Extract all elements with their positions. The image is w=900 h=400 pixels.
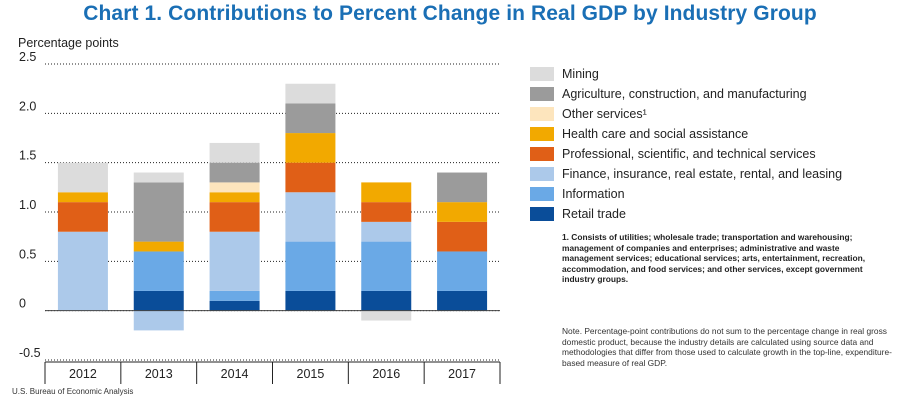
legend-label: Professional, scientific, and technical …: [562, 147, 816, 161]
legend-label: Finance, insurance, real estate, rental,…: [562, 167, 843, 181]
bar-segment-2013: [133, 251, 184, 291]
legend-item: Finance, insurance, real estate, rental,…: [530, 164, 890, 184]
bar-segment-2016: [361, 241, 412, 291]
bar-segment-2015: [285, 241, 336, 291]
bar-segment-2017: [437, 290, 488, 311]
bar-segment-2017: [437, 251, 488, 291]
bar-segment-2015: [285, 103, 336, 134]
y-tick-label: 1.0: [19, 198, 36, 212]
bar-segment-2012: [57, 192, 108, 203]
bar-segment-2016: [361, 310, 412, 321]
bar-segment-2016: [361, 182, 412, 203]
footnote: 1. Consists of utilities; wholesale trad…: [562, 232, 866, 284]
bar-segment-2014: [209, 142, 260, 163]
legend-swatch: [530, 107, 554, 121]
legend-label: Other services¹: [562, 107, 647, 121]
legend-item: Health care and social assistance: [530, 124, 890, 144]
bar-segment-2015: [285, 162, 336, 193]
legend-item: Agriculture, construction, and manufactu…: [530, 84, 890, 104]
bar-segment-2012: [57, 162, 108, 193]
bar-segment-2013: [133, 290, 184, 311]
bar-segment-2014: [209, 192, 260, 203]
legend-label: Mining: [562, 67, 599, 81]
chart-title: Chart 1. Contributions to Percent Change…: [83, 2, 817, 25]
bar-segment-2015: [285, 133, 336, 163]
y-tick-label: 2.5: [19, 50, 36, 64]
x-tick-label: 2013: [145, 367, 173, 381]
bar-segment-2013: [133, 241, 184, 252]
legend-swatch: [530, 207, 554, 221]
y-tick-label: 0: [19, 297, 26, 311]
legend-swatch: [530, 67, 554, 81]
x-tick-label: 2015: [297, 367, 325, 381]
note: Note. Percentage-point contributions do …: [562, 326, 892, 368]
legend-label: Agriculture, construction, and manufactu…: [562, 87, 807, 101]
legend-label: Retail trade: [562, 207, 626, 221]
legend-swatch: [530, 147, 554, 161]
x-tick-label: 2014: [221, 367, 249, 381]
legend-swatch: [530, 187, 554, 201]
bar-segment-2015: [285, 192, 336, 242]
bar-segment-2014: [209, 300, 260, 311]
y-tick-label: 1.5: [19, 149, 36, 163]
legend-item: Other services¹: [530, 104, 890, 124]
x-tick-label: 2016: [372, 367, 400, 381]
legend-swatch: [530, 167, 554, 181]
y-axis-label: Percentage points: [18, 36, 119, 50]
bar-segment-2012: [57, 231, 108, 311]
bar-segment-2014: [209, 290, 260, 301]
legend-label: Information: [562, 187, 625, 201]
bar-segment-2013: [133, 310, 184, 331]
bar-segment-2014: [209, 202, 260, 232]
y-tick-label: -0.5: [19, 346, 41, 360]
legend-swatch: [530, 87, 554, 101]
x-tick-label: 2012: [69, 367, 97, 381]
bar-segment-2015: [285, 290, 336, 311]
bar-segment-2017: [437, 172, 488, 203]
legend-item: Mining: [530, 64, 890, 84]
bar-segment-2013: [133, 182, 184, 242]
source-credit: U.S. Bureau of Economic Analysis: [12, 387, 134, 396]
legend-item: Retail trade: [530, 204, 890, 224]
bar-segment-2015: [285, 83, 336, 104]
legend-swatch: [530, 127, 554, 141]
bar-segment-2014: [209, 162, 260, 183]
bar-segment-2016: [361, 290, 412, 311]
bar-segment-2013: [133, 172, 184, 183]
bar-segment-2012: [57, 202, 108, 232]
y-tick-label: 0.5: [19, 247, 36, 261]
bar-segment-2016: [361, 221, 412, 242]
bar-segment-2016: [361, 202, 412, 222]
x-tick-label: 2017: [448, 367, 476, 381]
chart-legend: Mining Agriculture, construction, and man…: [530, 64, 890, 224]
bar-segment-2014: [209, 182, 260, 193]
bar-segment-2014: [209, 231, 260, 291]
bar-segment-2017: [437, 221, 488, 252]
y-tick-label: 2.0: [19, 99, 36, 113]
legend-item: Information: [530, 184, 890, 204]
bar-segment-2017: [437, 202, 488, 222]
legend-label: Health care and social assistance: [562, 127, 749, 141]
legend-item: Professional, scientific, and technical …: [530, 144, 890, 164]
